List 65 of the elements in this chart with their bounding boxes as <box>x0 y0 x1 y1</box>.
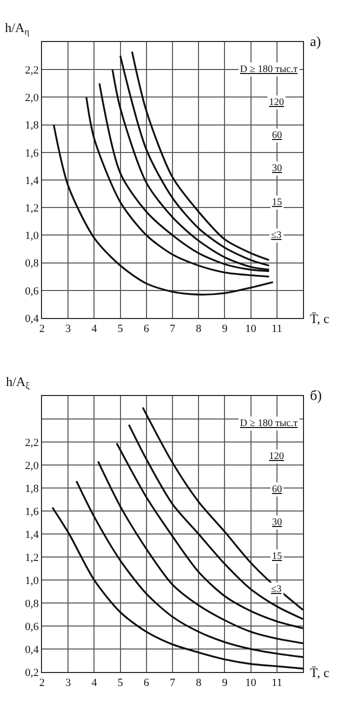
annotation: 60 <box>272 130 282 141</box>
annotation: 120 <box>269 97 284 108</box>
y-tick-label: 1,6 <box>25 506 40 518</box>
x-tick-label: 2 <box>39 677 45 690</box>
x-tick-label: 9 <box>222 677 228 690</box>
y-tick-label: 1,4 <box>25 174 40 187</box>
y-tick-label: 0,6 <box>25 285 40 298</box>
annotation: 120 <box>269 451 284 462</box>
y-tick-label: 0,8 <box>25 258 40 270</box>
x-tick-label: 10 <box>245 677 257 690</box>
line-series <box>142 406 303 611</box>
y-tick-label: 2,2 <box>25 436 39 449</box>
annotation: 60 <box>272 484 282 495</box>
y-tick-label: 1,6 <box>25 147 40 160</box>
x-tick-label: 7 <box>170 323 176 336</box>
x-tick-label: 8 <box>196 323 202 336</box>
x-tick-label: 9 <box>222 323 228 336</box>
chart-title: б) <box>310 389 322 404</box>
y-tick-label: 1,4 <box>25 528 40 541</box>
annotation: 15 <box>272 197 282 208</box>
y-tick-label: 2,0 <box>25 460 40 472</box>
annotation: D ≥ 180 тыс.т <box>240 418 298 429</box>
x-tick-label: 4 <box>91 323 98 336</box>
x-tick-label: 5 <box>118 323 124 336</box>
x-axis-title: T̄, c <box>310 311 330 326</box>
x-tick-label: 4 <box>91 677 98 690</box>
y-axis-title: h/A$_{ξ}$ <box>6 374 30 391</box>
x-tick-label: 7 <box>170 677 176 690</box>
y-tick-label: 0,4 <box>25 312 40 325</box>
y-tick-label: 1,0 <box>25 574 40 587</box>
line-series <box>76 480 303 658</box>
line-series <box>52 506 303 670</box>
y-tick-label: 2,2 <box>25 64 39 76</box>
x-tick-label: 6 <box>144 323 150 336</box>
y-tick-label: 1,8 <box>25 120 40 132</box>
y-tick-label: 0,4 <box>25 644 40 656</box>
y-axis-title: h/A$_{η}$ <box>5 20 30 37</box>
annotation: ≤3 <box>271 230 282 241</box>
annotation: 15 <box>272 551 282 562</box>
y-tick-label: 0,6 <box>25 620 40 633</box>
x-tick-label: 11 <box>272 677 282 690</box>
line-series <box>97 460 303 644</box>
y-tick-label: 1,0 <box>25 230 40 242</box>
y-tick-label: 2,0 <box>25 92 40 104</box>
x-tick-label: 3 <box>65 323 72 336</box>
line-series <box>116 442 303 630</box>
line-series <box>85 96 270 278</box>
annotation: 30 <box>272 163 282 174</box>
x-tick-label: 5 <box>118 677 124 690</box>
chart-title: a) <box>310 35 322 50</box>
x-tick-label: 11 <box>272 323 282 336</box>
x-tick-label: 2 <box>39 323 45 336</box>
y-tick-label: 1,8 <box>25 482 40 495</box>
y-tick-label: 0,2 <box>25 666 39 679</box>
y-tick-label: 0,8 <box>25 598 40 610</box>
y-tick-label: 1,2 <box>25 552 39 564</box>
annotation: ≤3 <box>271 584 282 595</box>
x-tick-label: 8 <box>196 677 202 690</box>
annotation: D ≥ 180 тыс.т <box>240 64 298 75</box>
annotation: 30 <box>272 517 282 528</box>
x-tick-label: 6 <box>144 677 150 690</box>
x-tick-label: 3 <box>65 677 72 690</box>
x-axis-title: T̄, c <box>310 665 330 680</box>
x-tick-label: 10 <box>245 323 257 336</box>
y-tick-label: 1,2 <box>25 202 39 214</box>
